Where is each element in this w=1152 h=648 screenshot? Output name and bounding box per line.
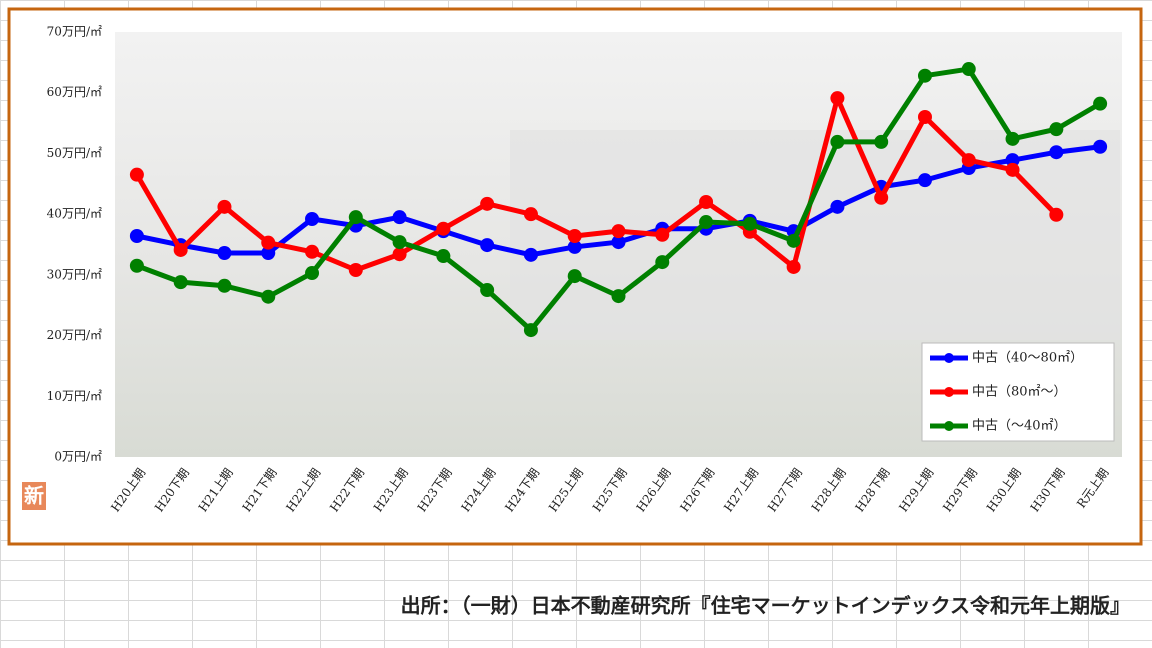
data-point — [129, 258, 144, 273]
data-point — [699, 215, 714, 230]
data-point — [480, 283, 495, 298]
legend-marker — [944, 387, 954, 397]
badge-box — [22, 482, 46, 510]
y-tick-label: 0万円/㎡ — [54, 450, 102, 464]
data-point — [1005, 153, 1020, 168]
data-point — [436, 221, 451, 236]
data-point — [917, 173, 932, 188]
data-point — [1049, 122, 1064, 137]
data-point — [1093, 139, 1108, 154]
data-point — [480, 196, 495, 211]
data-point — [1005, 162, 1020, 177]
data-point — [392, 247, 407, 262]
data-point — [436, 249, 451, 264]
data-point — [830, 134, 845, 149]
data-point — [480, 238, 495, 253]
data-point — [1049, 145, 1064, 160]
y-tick-label: 40万円/㎡ — [47, 207, 102, 221]
data-point — [305, 266, 320, 281]
data-point — [392, 235, 407, 250]
y-tick-label: 10万円/㎡ — [47, 389, 102, 403]
y-tick-label: 30万円/㎡ — [47, 267, 102, 281]
data-point — [348, 263, 363, 277]
data-point — [261, 235, 276, 250]
data-point — [830, 91, 845, 106]
data-point — [1049, 207, 1064, 222]
legend-label: 中古（～40㎡） — [972, 419, 1067, 434]
data-point — [1093, 96, 1108, 111]
data-point — [173, 275, 188, 290]
data-point — [655, 227, 670, 242]
y-tick-label: 50万円/㎡ — [47, 146, 102, 160]
data-point — [129, 167, 144, 182]
data-point — [305, 212, 320, 226]
data-point — [655, 255, 670, 270]
data-point — [830, 199, 845, 214]
y-tick-label: 70万円/㎡ — [47, 25, 102, 39]
data-point — [217, 278, 232, 293]
data-point — [348, 210, 363, 225]
data-point — [874, 134, 889, 149]
data-point — [261, 289, 276, 304]
badge: 新 — [24, 484, 44, 508]
data-point — [699, 195, 714, 209]
data-point — [305, 244, 320, 259]
data-point — [217, 199, 232, 214]
data-point — [961, 62, 976, 77]
data-point — [129, 229, 144, 243]
legend-marker — [944, 353, 954, 363]
data-point — [523, 207, 538, 222]
data-point — [173, 242, 188, 257]
data-point — [567, 269, 582, 284]
data-point — [742, 216, 757, 231]
data-point — [917, 68, 932, 83]
data-point — [786, 259, 801, 274]
data-point — [961, 153, 976, 168]
data-point — [1005, 131, 1020, 146]
data-point — [611, 224, 626, 239]
legend-marker — [944, 421, 954, 431]
data-point — [611, 235, 626, 250]
data-point — [261, 246, 276, 260]
series-line — [134, 95, 1059, 273]
data-point — [217, 246, 232, 260]
data-point — [392, 210, 407, 225]
data-point — [567, 239, 582, 254]
source: 出所：（一財）日本不動産研究所『住宅マーケットインデックス令和元年上期版』 — [401, 594, 1130, 618]
data-point — [917, 110, 932, 124]
legend-label: 中古（80㎡～） — [972, 385, 1067, 400]
y-tick-label: 20万円/㎡ — [47, 328, 102, 342]
data-point — [523, 247, 538, 262]
legend-label: 中古（40～80㎡） — [972, 351, 1083, 366]
data-point — [611, 289, 626, 304]
y-tick-label: 60万円/㎡ — [47, 85, 102, 99]
data-point — [523, 323, 538, 338]
building — [510, 130, 1120, 340]
data-point — [874, 190, 889, 205]
data-point — [567, 229, 582, 243]
data-point — [786, 233, 801, 248]
